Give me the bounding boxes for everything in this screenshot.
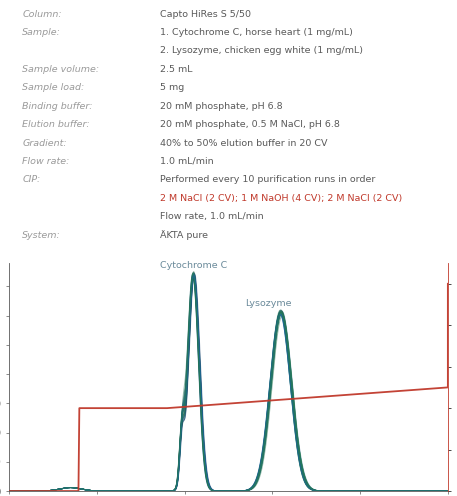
Text: 1.0 mL/min: 1.0 mL/min [160, 157, 214, 166]
Text: Cytochrome C: Cytochrome C [160, 261, 227, 270]
Text: 20 mM phosphate, 0.5 M NaCl, pH 6.8: 20 mM phosphate, 0.5 M NaCl, pH 6.8 [160, 120, 340, 129]
Text: Sample load:: Sample load: [22, 83, 85, 92]
Text: 2. Lysozyme, chicken egg white (1 mg/mL): 2. Lysozyme, chicken egg white (1 mg/mL) [160, 47, 363, 56]
Text: 20 mM phosphate, pH 6.8: 20 mM phosphate, pH 6.8 [160, 102, 283, 111]
Text: 2 M NaCl (2 CV); 1 M NaOH (4 CV); 2 M NaCl (2 CV): 2 M NaCl (2 CV); 1 M NaOH (4 CV); 2 M Na… [160, 194, 403, 203]
Text: Gradient:: Gradient: [22, 138, 67, 148]
Text: Capto HiRes S 5/50: Capto HiRes S 5/50 [160, 9, 251, 19]
Text: Lysozyme: Lysozyme [245, 299, 292, 308]
Text: 2.5 mL: 2.5 mL [160, 65, 193, 74]
Text: CIP:: CIP: [22, 176, 41, 185]
Text: ÄKTA pure: ÄKTA pure [160, 230, 208, 240]
Text: Flow rate, 1.0 mL/min: Flow rate, 1.0 mL/min [160, 212, 264, 221]
Text: 40% to 50% elution buffer in 20 CV: 40% to 50% elution buffer in 20 CV [160, 138, 328, 148]
Text: Sample volume:: Sample volume: [22, 65, 100, 74]
Text: Elution buffer:: Elution buffer: [22, 120, 90, 129]
Text: Performed every 10 purification runs in order: Performed every 10 purification runs in … [160, 176, 376, 185]
Text: Column:: Column: [22, 9, 62, 19]
Text: Binding buffer:: Binding buffer: [22, 102, 93, 111]
Text: Sample:: Sample: [22, 28, 61, 37]
Text: System:: System: [22, 231, 61, 240]
Text: 1. Cytochrome C, horse heart (1 mg/mL): 1. Cytochrome C, horse heart (1 mg/mL) [160, 28, 353, 37]
Text: 5 mg: 5 mg [160, 83, 185, 92]
Text: Flow rate:: Flow rate: [22, 157, 69, 166]
